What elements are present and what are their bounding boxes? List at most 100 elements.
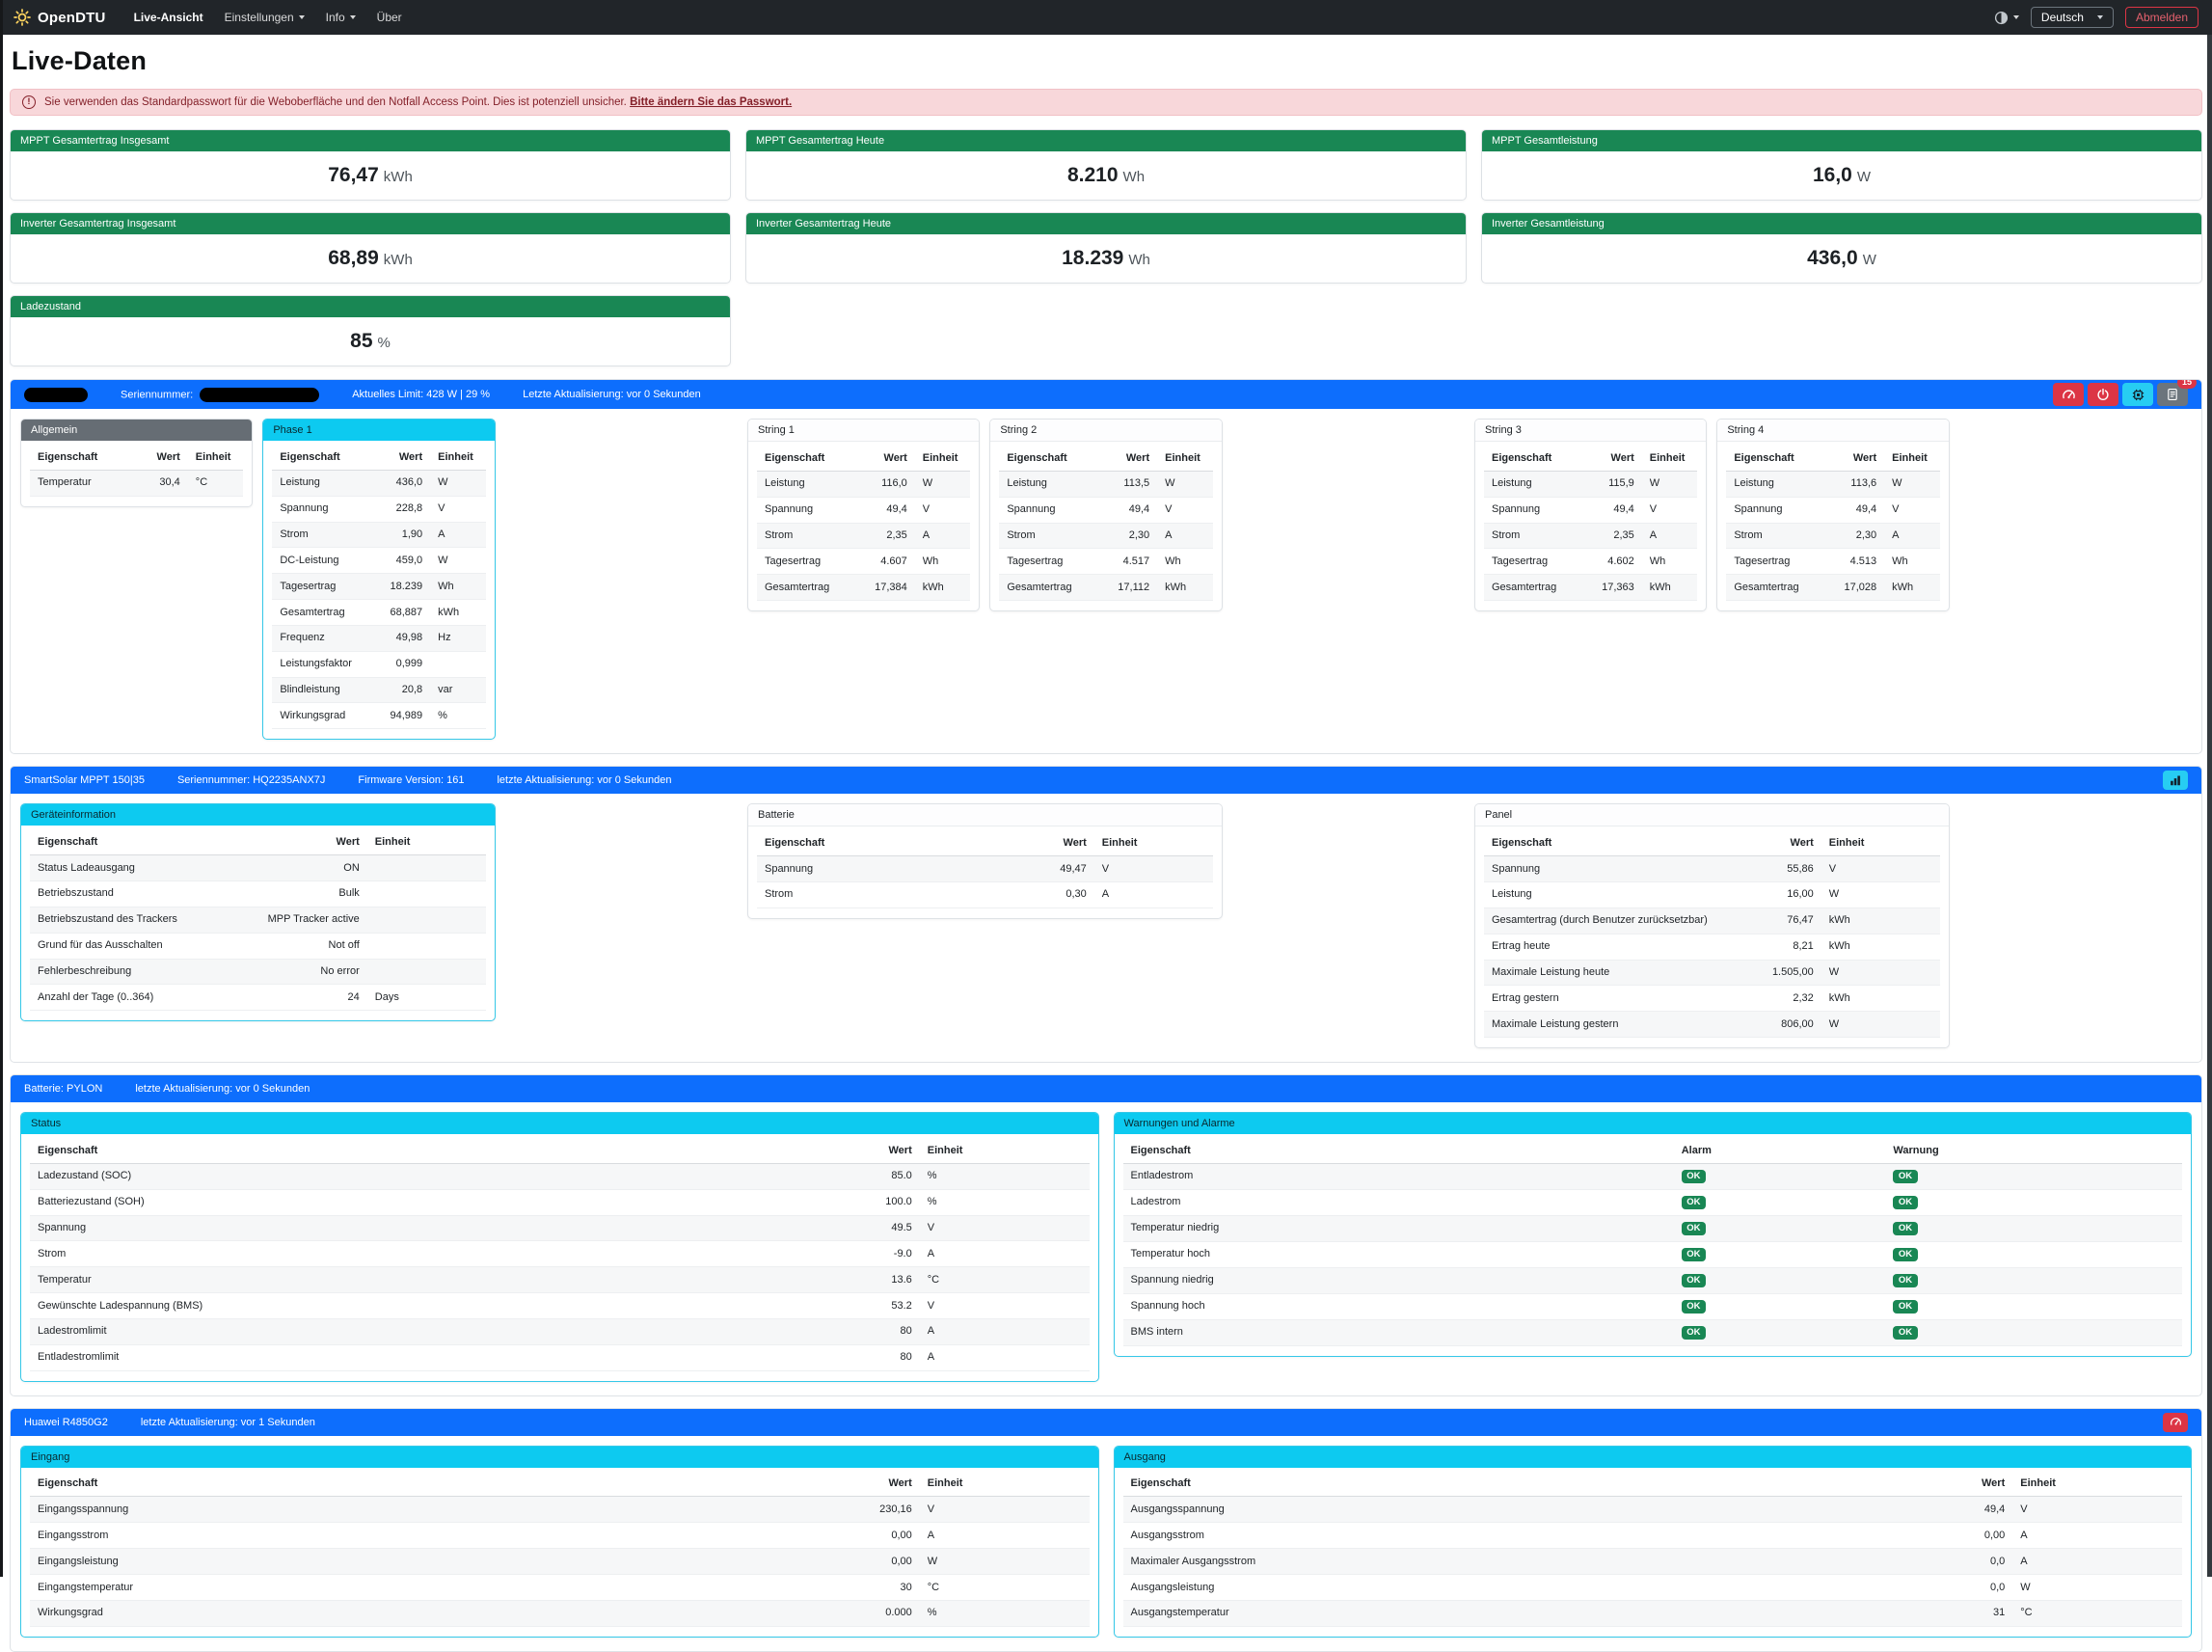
unit-cell: % [919,1600,1090,1627]
table-row: Strom 2,30 A [1726,523,1940,550]
value-cell: 49,4 [855,497,915,524]
nav-item-ueber[interactable]: Über [376,11,402,24]
unit-cell: W [919,1548,1090,1575]
table-row: Wirkungsgrad 94,989% [272,702,486,730]
card-value: 18.239 [1062,247,1124,269]
unit-cell: A [919,1344,1090,1371]
unit-cell: A [2012,1522,2182,1550]
logout-button[interactable]: Abmelden [2124,7,2199,28]
property-cell: Eingangsstrom [30,1522,652,1550]
huawei-limit-button[interactable] [2163,1412,2188,1432]
unit-cell: V [919,1215,1090,1242]
unit-cell: Days [366,984,486,1012]
theme-dropdown[interactable] [1994,11,2019,25]
warning-ok-badge: OK [1893,1169,1918,1184]
unit-cell: A [914,523,971,550]
unit-cell: A [919,1240,1090,1268]
warning-ok-badge: OK [1893,1221,1918,1236]
card-value: 16,0 [1812,164,1852,186]
warning-ok-badge: OK [1893,1299,1918,1314]
alarm-ok-badge: OK [1681,1273,1706,1288]
warning-cell: OK [1885,1189,2182,1216]
card-title: Inverter Gesamtertrag Insgesamt [11,213,730,234]
table-row: Strom 1,90 A [272,522,486,549]
change-password-link[interactable]: Bitte ändern Sie das Passwort. [630,96,793,108]
redacted-inverter-name[interactable] [24,387,88,402]
warning-cell: OK [1885,1319,2182,1346]
unit-cell: A [430,522,486,549]
language-select[interactable]: Deutsch [2030,7,2114,28]
value-cell: MPP Tracker active [229,907,367,934]
table-row: Strom 2,35 A [756,523,971,550]
value-cell: 116,0 [855,471,915,498]
nav-item-einstellungen[interactable]: Einstellungen [216,7,313,28]
alarm-cell: OK [1673,1163,1886,1190]
nav-item-live-ansicht[interactable]: Live-Ansicht [133,11,203,24]
value-cell: 459,0 [374,547,431,575]
value-cell: Bulk [229,880,367,907]
property-cell: Ausgangstemperatur [1122,1600,1821,1627]
table-row: Tagesertrag 18.239 Wh [272,573,486,601]
huawei-output-card: Ausgang Eigenschaft Wert Einheit Ausgangss… [1113,1445,2192,1638]
table-row: Tagesertrag 4.513 Wh [1726,548,1940,576]
value-cell: 0.000 [651,1600,920,1627]
limit-gauge-button[interactable] [2053,383,2084,406]
device-info-button[interactable] [2122,383,2153,406]
victron-serial: Seriennummer: HQ2235ANX7J [176,774,326,787]
table-row: Ausgangstemperatur 31 °C [1122,1600,2182,1627]
value-cell: 85.0 [751,1163,920,1190]
brand[interactable]: OpenDTU [13,9,106,26]
string1-card: String 1 Eigenschaft Wert Einheit Leistung… [746,419,981,612]
value-cell: 4.513 [1824,548,1885,576]
property-cell: Batteriezustand (SOH) [30,1189,752,1216]
property-cell: Ausgangsspannung [1122,1496,1821,1524]
property-cell: Strom [272,522,375,549]
unit-cell: A [1157,523,1213,550]
inverter-section-bar: Seriennummer: Aktuelles Limit: 428 W | 2… [11,380,2201,409]
unit-cell: °C [2012,1600,2182,1627]
value-cell: 17,363 [1582,574,1642,602]
table-row: Betriebszustand des Trackers MPP Tracker … [30,907,486,934]
card-title: MPPT Gesamtertrag Insgesamt [11,130,730,151]
card-value: 8.210 [1066,164,1119,186]
table-row: Ausgangsspannung 49,4 V [1122,1496,2182,1524]
value-cell: 2,35 [1582,523,1642,550]
property-cell: Fehlerbeschreibung [30,959,229,986]
event-count-badge: 15 [2176,380,2197,389]
property-cell: Spannung [1726,497,1825,524]
value-cell: 436,0 [374,470,431,497]
unit-cell [430,651,486,678]
table-row: Blindleistung 20,8 var [272,677,486,704]
table-row: Anzahl der Tage (0..364) 24 Days [30,984,486,1012]
circle-half-icon [1994,11,2009,25]
col-property: Eigenschaft [30,1138,752,1164]
power-button[interactable] [2088,383,2118,406]
alarm-cell: OK [1673,1189,1886,1216]
table-row: Eingangstemperatur 30 °C [30,1574,1090,1601]
table-row: Wirkungsgrad 0.000% [30,1600,1090,1627]
unit-cell: kWh [1884,574,1940,602]
nav-item-info[interactable]: Info [317,7,364,28]
string4-card: String 4 Eigenschaft Wert Einheit Leistung… [1716,419,1950,612]
unit-cell: % [919,1189,1090,1216]
value-cell: 80 [751,1318,920,1345]
alert-text: Sie verwenden das Standardpasswort für d… [44,96,793,108]
value-cell: 68,887 [374,599,431,626]
alarm-ok-badge: OK [1681,1221,1706,1236]
table-row: Temperatur 30,4 °C [30,470,244,497]
table-row: Entladestromlimit 80 A [30,1344,1090,1371]
property-cell: Gesamtertrag [756,574,856,602]
victron-stats-button[interactable] [2163,771,2188,791]
col-value: Wert [1754,830,1821,857]
chevron-down-icon [349,15,356,19]
victron-section: SmartSolar MPPT 150|35 Seriennummer: HQ2… [10,766,2202,1064]
unit-cell: kWh [1641,574,1698,602]
property-cell: BMS intern [1122,1319,1674,1346]
event-log-button[interactable]: 15 [2157,380,2197,406]
property-cell: Temperatur hoch [1122,1241,1674,1268]
value-cell: 0,0 [1820,1574,2013,1601]
value-cell: 20,8 [374,677,431,704]
property-cell: Tagesertrag [1483,548,1583,576]
table-row: Tagesertrag 4.602 Wh [1483,548,1698,576]
table-row: Spannung 55,86 V [1483,855,1940,882]
